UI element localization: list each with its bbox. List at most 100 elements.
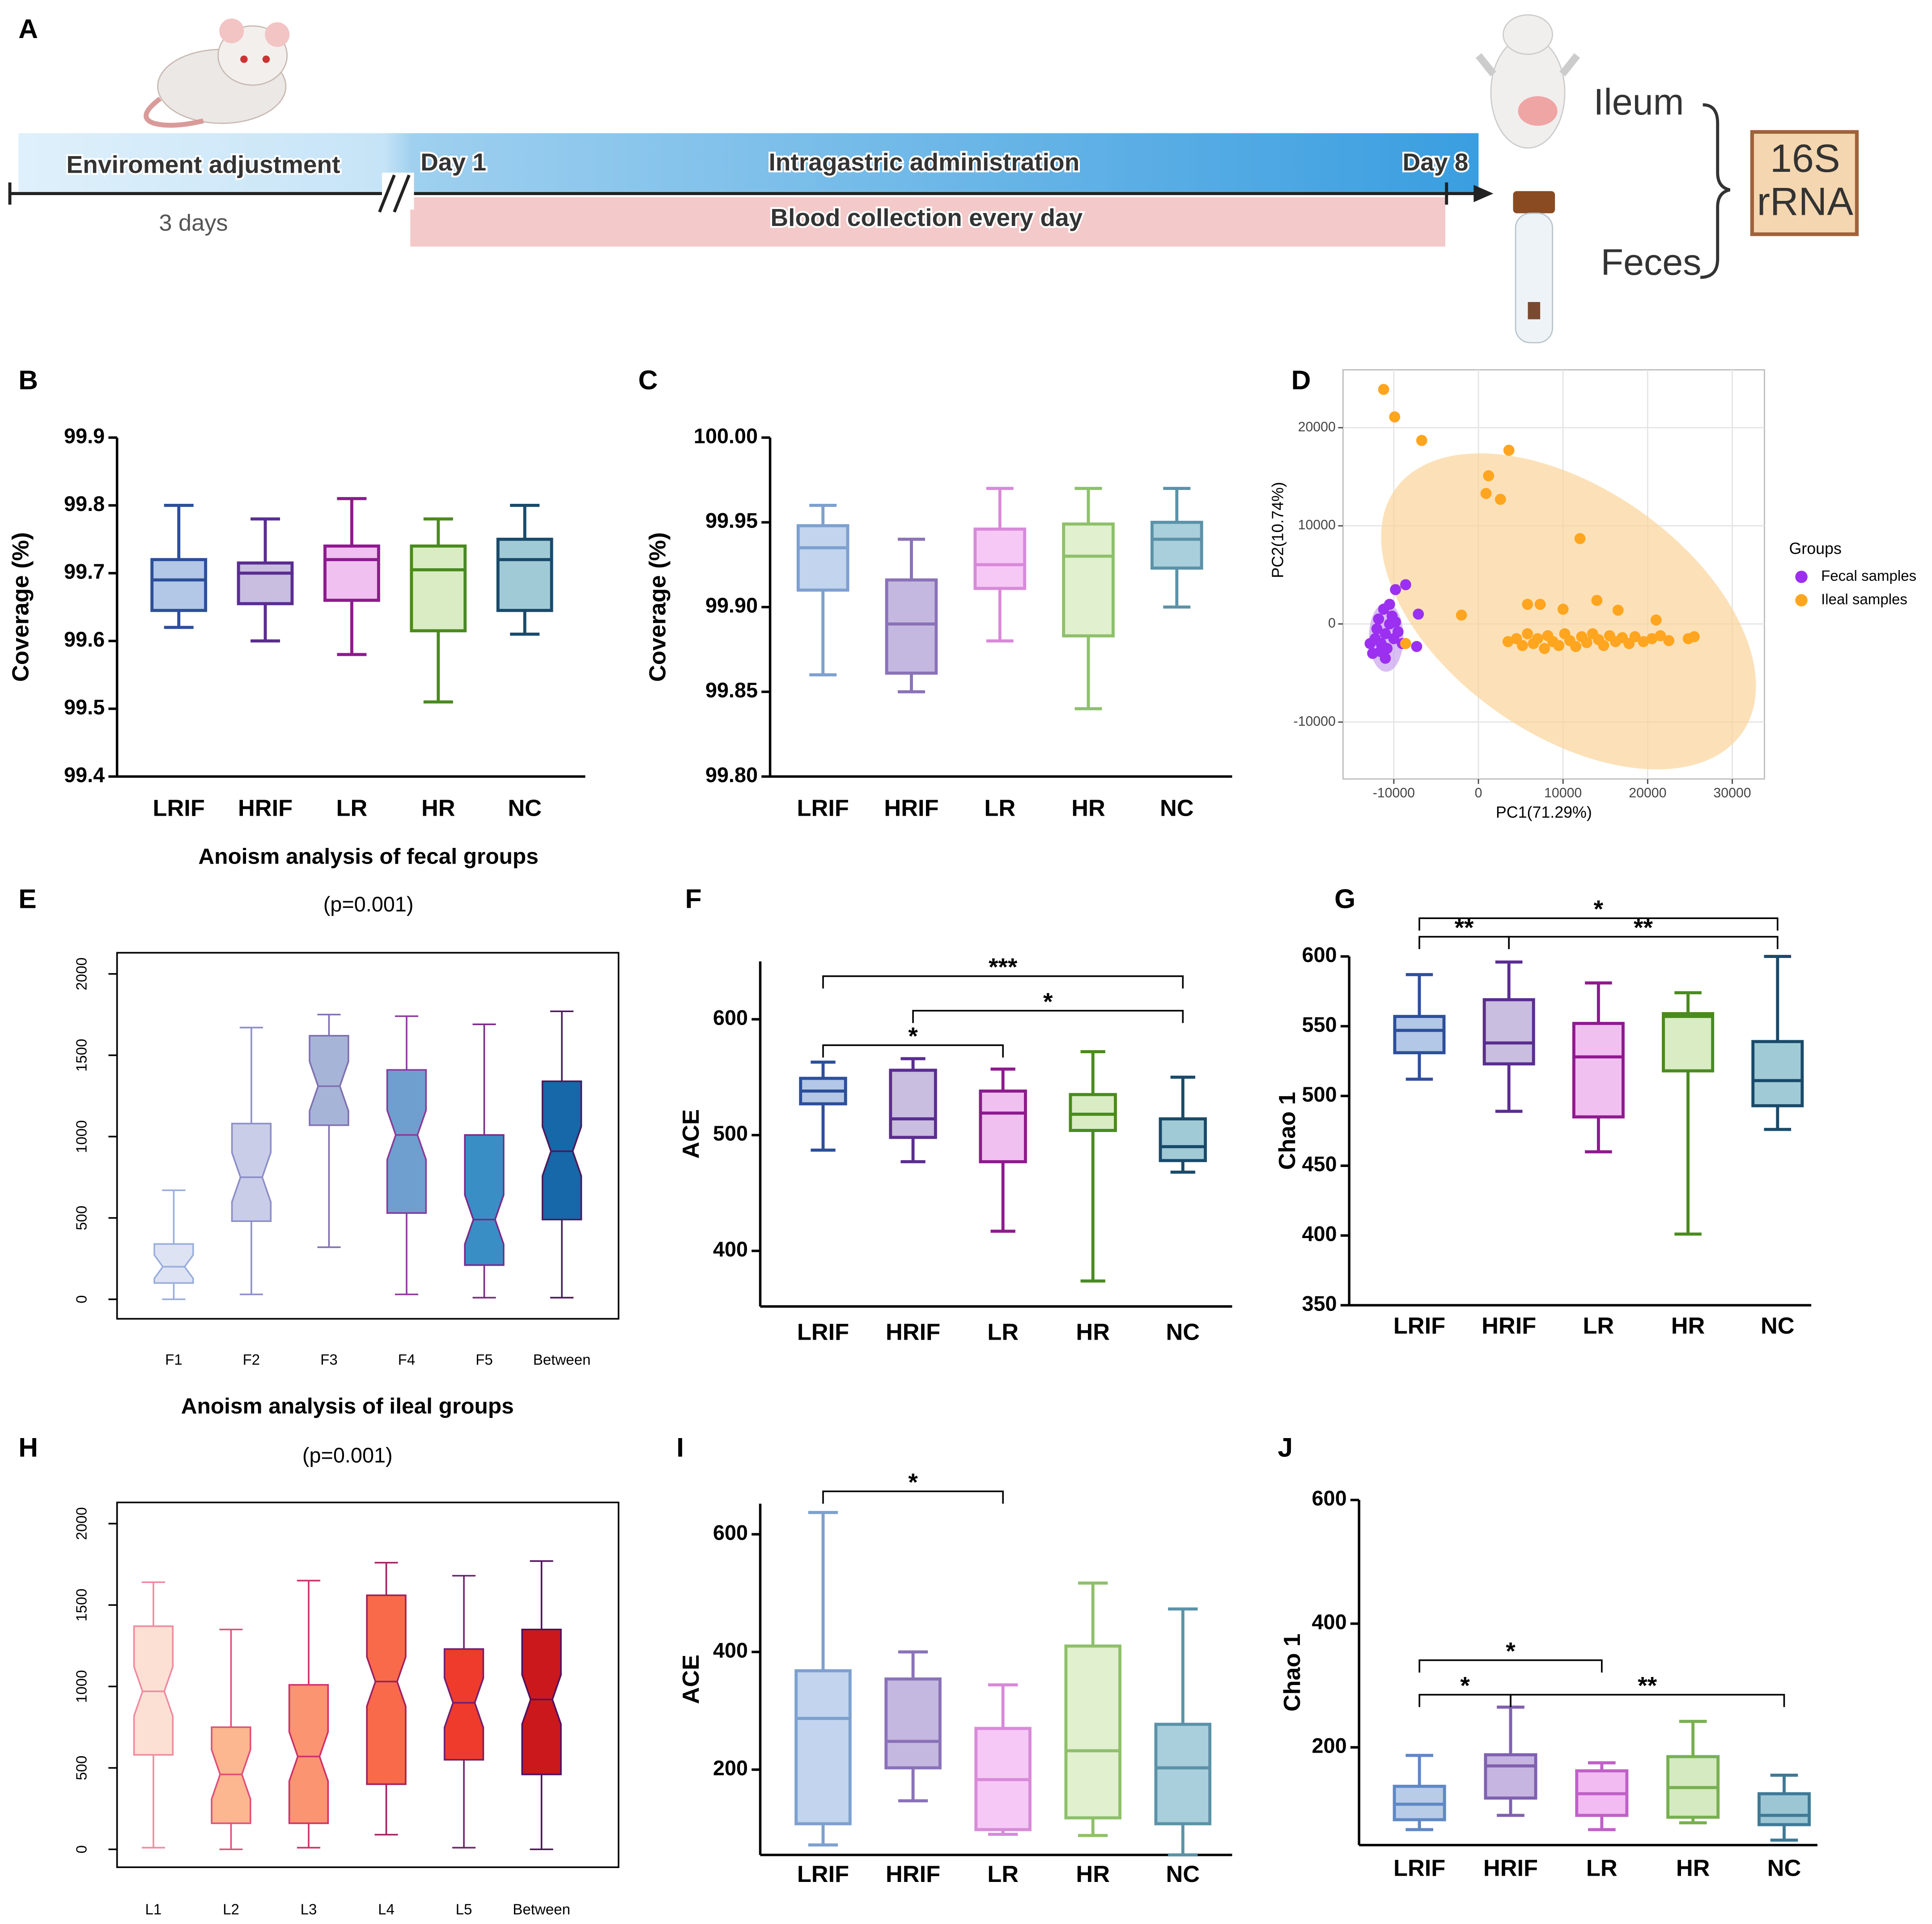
ileum-label: Ileum (1593, 81, 1684, 123)
x-tick-label: L1 (145, 1901, 162, 1918)
significance-bracket (912, 1010, 1184, 1023)
point (1655, 630, 1666, 642)
mouse-icon (144, 18, 290, 128)
point (1581, 637, 1592, 648)
box-chart: 0 500 1000 1500 2000 Anoism analysis of fecal… (73, 843, 620, 1368)
point (1553, 640, 1565, 651)
significance-label: * (1594, 895, 1604, 923)
box (1064, 1644, 1121, 1820)
significance-label: *** (989, 953, 1018, 981)
y-tick-label: 600 (713, 1006, 748, 1029)
box (464, 1134, 505, 1266)
chart-title: Anoism analysis of ileal groups (181, 1393, 514, 1418)
assay-label: rRNA (1757, 179, 1854, 224)
box (1159, 1117, 1207, 1162)
y-tick-label: 400 (1302, 1222, 1337, 1246)
y-tick-label: 99.90 (705, 594, 758, 617)
point (1534, 599, 1546, 610)
point (1483, 470, 1495, 481)
y-tick-label: 99.7 (64, 560, 105, 583)
x-tick-label: 0 (1475, 786, 1482, 800)
x-tick-label: HR (1076, 1861, 1110, 1887)
point (1502, 636, 1514, 647)
box (1572, 1022, 1625, 1119)
x-tick-label: -10000 (1373, 786, 1415, 800)
box (521, 1628, 562, 1775)
x-tick-label: F4 (398, 1352, 416, 1368)
box (309, 1034, 349, 1126)
y-tick-label: 400 (713, 1639, 748, 1662)
y-tick-label: 0 (73, 1295, 90, 1303)
point (1416, 434, 1427, 446)
env-label: Enviroment adjustment (66, 151, 340, 179)
point (1364, 638, 1376, 649)
x-tick-label: LRIF (1393, 1313, 1445, 1339)
y-tick-label: 1500 (73, 1039, 90, 1072)
point (1378, 383, 1389, 395)
significance-bracket (1510, 1694, 1785, 1707)
point (1390, 584, 1401, 596)
x-tick-label: Between (533, 1352, 591, 1368)
point (1480, 488, 1492, 499)
brace (1700, 103, 1731, 279)
y-tick-label: 1000 (73, 1670, 90, 1703)
y-tick-label: 600 (1302, 943, 1337, 966)
x-tick-label: F5 (476, 1352, 493, 1368)
point (1380, 628, 1391, 639)
tube-icon (1513, 191, 1555, 344)
box (443, 1648, 484, 1761)
x-tick-label: NC (1166, 1861, 1200, 1887)
point (1646, 633, 1658, 644)
x-tick-label: 30000 (1713, 786, 1751, 800)
legend-label: Ileal samples (1821, 591, 1907, 608)
x-tick-label: HR (1071, 796, 1105, 822)
x-tick-label: NC (508, 796, 542, 822)
y-tick-label: 1500 (73, 1588, 90, 1622)
scatter-chart: -10000 0 10000 20000 30000 -10000 0 10000 20000 P… (1269, 383, 1916, 822)
box (1484, 1753, 1537, 1800)
box (1154, 1723, 1212, 1826)
box (973, 528, 1027, 590)
panel-label: G (1334, 884, 1355, 914)
x-tick-label: HRIF (886, 1861, 940, 1887)
significance-label: * (1043, 988, 1053, 1015)
panel-label: H (18, 1432, 38, 1462)
x-tick-label: F1 (165, 1352, 183, 1368)
box (231, 1123, 272, 1222)
point (1375, 646, 1386, 657)
timeline-band (18, 133, 1479, 194)
x-tick-label: L4 (378, 1901, 395, 1918)
y-axis-label: Chao 1 (1274, 1092, 1300, 1170)
point (1612, 604, 1624, 616)
y-axis-label: ACE (678, 1109, 704, 1158)
y-tick-label: 99.9 (64, 424, 105, 447)
box (150, 558, 208, 612)
y-tick-label: 600 (1312, 1487, 1347, 1510)
significance-bracket (822, 1044, 1004, 1058)
x-tick-label: HR (421, 796, 455, 822)
y-tick-label: 500 (713, 1122, 748, 1145)
point (1389, 411, 1401, 423)
panel-label: D (1291, 365, 1311, 395)
box-chart: 200 400 600 ACE LRIF HRIF LR HR NC * (678, 1468, 1232, 1887)
box (884, 1677, 942, 1770)
panel-label: I (676, 1432, 684, 1462)
point (1392, 626, 1404, 638)
point (1688, 631, 1700, 643)
day-end: Day 8 (1402, 148, 1468, 176)
x-tick-label: LRIF (1393, 1855, 1445, 1881)
chart-title: Anoism analysis of fecal groups (198, 843, 538, 868)
point (1598, 640, 1609, 651)
x-tick-label: L5 (456, 1901, 472, 1918)
x-tick-label: NC (1761, 1313, 1795, 1339)
x-tick-label: 20000 (1629, 786, 1666, 800)
y-tick-label: 2000 (73, 1507, 90, 1540)
y-tick-label: 10000 (1298, 518, 1336, 532)
point (1629, 631, 1641, 643)
box (796, 524, 849, 592)
y-tick-label: 99.6 (64, 628, 105, 651)
significance-bracket (1418, 917, 1779, 931)
